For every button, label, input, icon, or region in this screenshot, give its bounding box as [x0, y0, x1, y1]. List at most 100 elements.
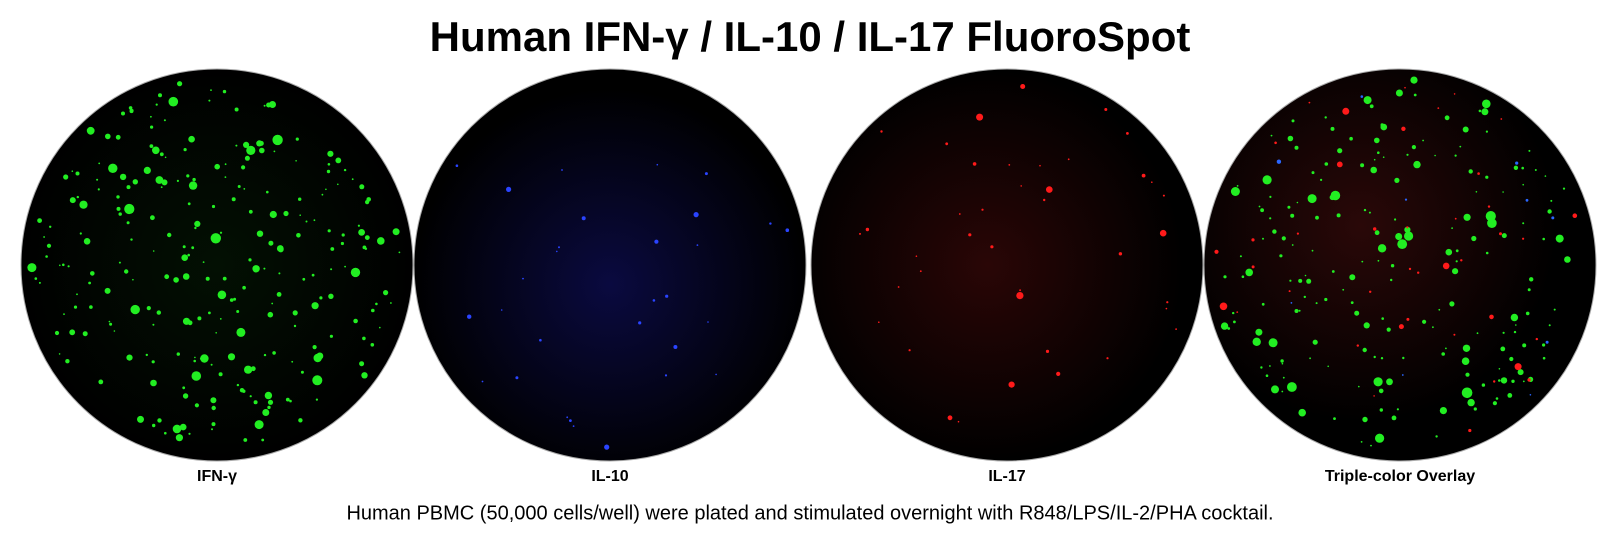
spot [1362, 347, 1367, 353]
spot [229, 298, 234, 302]
spot [200, 354, 209, 363]
spot [327, 229, 331, 233]
spot [43, 236, 45, 238]
spot [186, 174, 190, 178]
spot [1020, 84, 1026, 89]
spot [1279, 254, 1283, 258]
spot [1489, 314, 1494, 320]
spot [1331, 270, 1335, 273]
spot [972, 162, 977, 166]
spot [1422, 319, 1427, 324]
spot [1551, 216, 1555, 220]
spot [1435, 435, 1438, 438]
spot [1374, 230, 1380, 236]
spot [130, 238, 133, 241]
spot [75, 171, 80, 176]
spot [210, 397, 217, 404]
spot [1455, 260, 1458, 263]
spot [1437, 107, 1440, 109]
spot [1270, 134, 1273, 137]
spot [116, 195, 120, 199]
spot [506, 186, 512, 192]
spot [313, 219, 316, 222]
spot [1280, 359, 1284, 363]
spot [1380, 123, 1384, 127]
spot [236, 383, 240, 387]
spot [1236, 311, 1239, 313]
spot [242, 389, 246, 393]
spot [1375, 433, 1385, 443]
spot [298, 418, 303, 423]
spot [379, 326, 381, 329]
well-label: IFN-γ [197, 468, 237, 485]
spot [82, 331, 88, 337]
spot [1485, 251, 1489, 255]
spot [248, 258, 252, 262]
spot [296, 233, 301, 238]
spot [1377, 244, 1387, 253]
spot [351, 178, 354, 181]
spot [236, 310, 240, 313]
spot [1251, 238, 1255, 242]
spot [1358, 385, 1360, 388]
spot [500, 309, 503, 311]
spot [1401, 126, 1406, 131]
spot [1307, 194, 1317, 204]
spot [177, 81, 183, 87]
spot [1468, 169, 1473, 174]
spot [182, 317, 191, 325]
spot [1463, 213, 1471, 221]
spot [128, 106, 133, 110]
spot [63, 174, 69, 180]
spot [267, 405, 271, 410]
spot [244, 155, 250, 161]
spot [1502, 331, 1505, 334]
spot [343, 168, 347, 172]
spot [1303, 295, 1307, 299]
spot [1291, 119, 1295, 123]
spot [192, 177, 196, 182]
spot [1298, 309, 1301, 312]
spot [88, 281, 91, 285]
spot [1390, 278, 1393, 282]
spot [1527, 288, 1531, 292]
spot [377, 237, 385, 245]
spot [1378, 388, 1384, 394]
spot [1287, 205, 1291, 209]
spot [364, 235, 370, 241]
spot [1370, 166, 1377, 174]
spot [1468, 428, 1472, 433]
spot [210, 233, 221, 244]
spot [79, 200, 88, 209]
spot [366, 197, 372, 202]
spot [295, 160, 297, 162]
spot [1056, 371, 1061, 376]
spot [1513, 330, 1517, 334]
spot [1276, 159, 1282, 164]
spot [1454, 154, 1457, 157]
spot [163, 119, 166, 122]
spot [1394, 177, 1400, 183]
well-label: IL-10 [591, 468, 628, 485]
spot [1515, 324, 1517, 326]
spot [1349, 136, 1353, 141]
spot [182, 393, 189, 399]
spot [1572, 213, 1578, 218]
spot [182, 273, 190, 280]
spot [1230, 187, 1240, 196]
spot [54, 330, 60, 336]
spot [1311, 249, 1314, 252]
spot [1485, 103, 1487, 106]
spot [118, 212, 122, 216]
spot [1522, 343, 1527, 348]
spot [1550, 199, 1553, 202]
spot [1553, 308, 1556, 311]
spot [152, 423, 156, 428]
spot [89, 305, 93, 309]
spot [175, 434, 183, 442]
spot [1287, 382, 1297, 392]
spot [1449, 301, 1455, 307]
spot [1438, 308, 1441, 311]
spot [97, 188, 100, 191]
